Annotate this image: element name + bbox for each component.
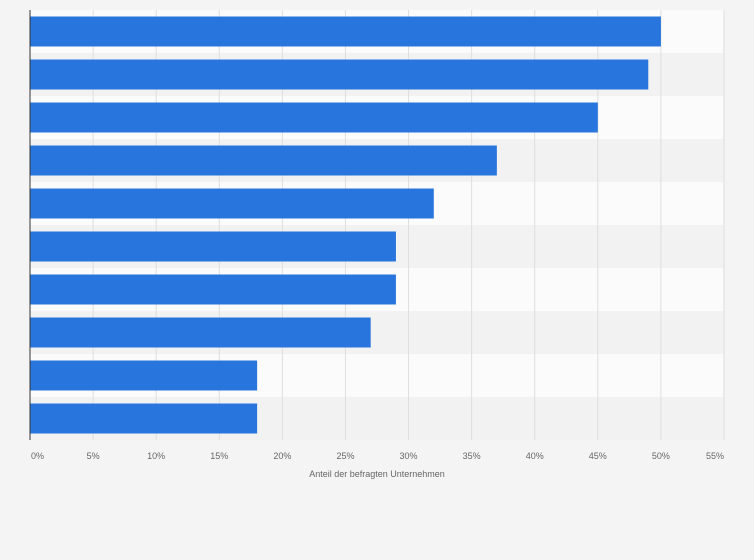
x-tick-label: 0% (31, 451, 44, 461)
x-tick-label: 50% (652, 451, 670, 461)
bar[interactable] (30, 102, 598, 133)
x-tick-label: 55% (706, 451, 724, 461)
x-tick-label: 35% (463, 451, 481, 461)
bar[interactable] (30, 16, 661, 47)
x-tick-label: 30% (400, 451, 418, 461)
x-tick-label: 5% (87, 451, 100, 461)
x-tick-label: 15% (210, 451, 228, 461)
x-axis-title: Anteil der befragten Unternehmen (309, 469, 445, 479)
bar[interactable] (30, 403, 258, 434)
x-tick-label: 40% (526, 451, 544, 461)
bar[interactable] (30, 231, 396, 262)
bar[interactable] (30, 274, 396, 305)
x-tick-label: 25% (336, 451, 354, 461)
bar[interactable] (30, 188, 434, 219)
bar[interactable] (30, 360, 258, 391)
bar[interactable] (30, 59, 649, 90)
x-tick-label: 10% (147, 451, 165, 461)
bar[interactable] (30, 145, 497, 176)
x-tick-label: 20% (273, 451, 291, 461)
bar[interactable] (30, 317, 371, 348)
x-tick-labels: 0% 5% 10% 15% 20% 25% 30% 35% 40% 45% 50% 55% (31, 451, 724, 461)
x-tick-label: 45% (589, 451, 607, 461)
bars (30, 16, 661, 434)
